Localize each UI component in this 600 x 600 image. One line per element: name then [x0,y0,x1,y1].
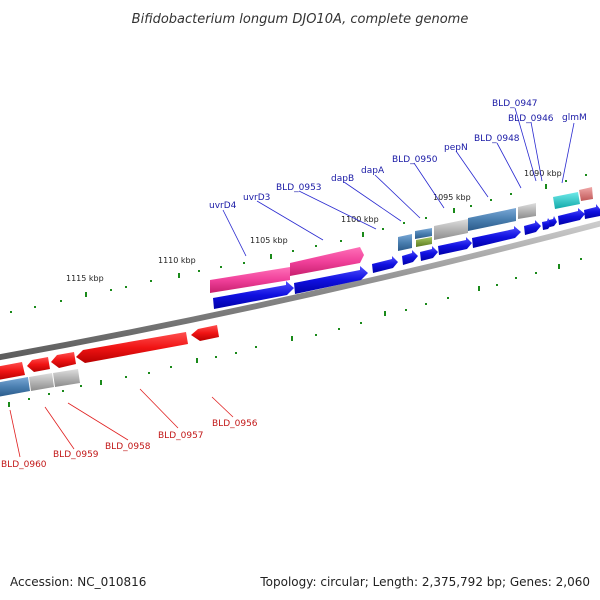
accession-label: Accession: NC_010816 [10,575,146,589]
feature-pink-2 [290,247,364,276]
gene-label-dapB[interactable]: dapB [331,174,354,184]
genome-summary-label: Topology: circular; Length: 2,375,792 bp… [259,575,590,589]
cds-arrow-forward [472,226,521,248]
reverse-category-track [0,369,80,397]
cds-arrow-reverse [0,362,25,380]
feature-olive [416,237,432,247]
feature-pink-1 [210,267,290,293]
gene-label-uvrD4[interactable]: uvrD4 [209,201,237,211]
cds-arrow-forward [294,266,368,294]
cds-arrow-forward [372,256,398,273]
feature-salmon [579,187,593,201]
gene-label-BLD_0956[interactable]: BLD_0956 [212,419,258,429]
gene-label-BLD_0958[interactable]: BLD_0958 [105,442,151,452]
bottom-label-leaders [9,388,234,458]
scale-label-1105: 1105 kbp [250,236,288,245]
gene-label-BLD_0959[interactable]: BLD_0959 [53,450,99,460]
gene-label-pepN[interactable]: pepN [444,143,468,153]
inner-tick-marks [8,258,582,407]
cds-arrow-forward [213,281,294,309]
scale-label-1100: 1100 kbp [341,215,379,224]
feature-steel-3 [468,208,516,231]
scale-label-1110: 1110 kbp [158,256,196,265]
forward-cds-track [213,204,600,309]
feature-grey-reverse-2 [53,369,80,387]
genome-backbone [0,220,600,361]
feature-grey-2 [518,203,536,219]
forward-category-track [210,187,593,293]
cds-arrow-forward [524,220,541,235]
outer-tick-marks [10,174,587,313]
top-label-leaders [222,107,575,257]
feature-steel-reverse [0,377,30,397]
cds-arrow-forward [549,216,557,227]
cds-arrow-forward [584,204,600,219]
cds-arrow-reverse [191,325,219,341]
gene-label-BLD_0953[interactable]: BLD_0953 [276,183,322,193]
cds-arrow-forward [402,250,418,265]
gene-label-BLD_0957[interactable]: BLD_0957 [158,431,204,441]
scale-label-1090: 1090 kbp [524,169,562,178]
cds-arrow-reverse [27,357,50,372]
cds-arrow-reverse [51,352,76,368]
scale-label-1095: 1095 kbp [433,193,471,202]
gene-label-BLD_0960[interactable]: BLD_0960 [1,460,47,470]
gene-label-glmM[interactable]: glmM [562,113,587,123]
scale-label-1115: 1115 kbp [66,274,104,283]
feature-cyan [553,192,580,209]
cds-arrow-reverse [76,332,188,363]
feature-grey-1 [434,219,468,240]
cds-arrow-forward [438,237,472,255]
feature-grey-reverse-1 [29,373,54,391]
gene-label-BLD_0950[interactable]: BLD_0950 [392,155,438,165]
cds-arrow-forward [558,208,585,225]
gene-label-BLD_0947[interactable]: BLD_0947 [492,99,538,109]
gene-label-BLD_0948[interactable]: BLD_0948 [474,134,520,144]
map-title: Bifidobacterium longum DJO10A, complete … [132,12,469,27]
reverse-cds-track [0,325,219,380]
feature-steel-2 [415,228,432,239]
cds-arrow-forward [420,246,438,261]
gene-label-dapA[interactable]: dapA [361,166,385,176]
gene-label-BLD_0946[interactable]: BLD_0946 [508,114,554,124]
feature-steel-1 [398,234,412,251]
gene-label-uvrD3[interactable]: uvrD3 [243,193,270,203]
